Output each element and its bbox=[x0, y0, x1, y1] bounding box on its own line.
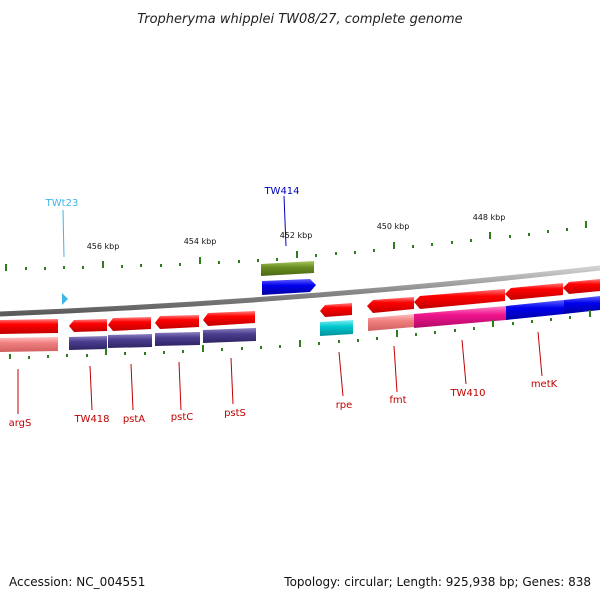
gene-tw410[interactable] bbox=[414, 289, 505, 309]
scale-label-456: 456 kbp bbox=[87, 242, 120, 251]
genome-title: Tropheryma whipplei TW08/27, complete ge… bbox=[137, 12, 462, 27]
gene-args[interactable] bbox=[0, 319, 58, 334]
gene-pstc[interactable] bbox=[155, 315, 199, 329]
label-tw410: TW410 bbox=[449, 388, 485, 399]
topology-text: Topology: circular; Length: 925,938 bp; … bbox=[283, 575, 591, 589]
gene-tw414-olive[interactable] bbox=[261, 261, 314, 276]
label-fmt: fmt bbox=[389, 395, 406, 406]
accession-text: Accession: NC_004551 bbox=[9, 575, 145, 589]
gene-tw418-purple[interactable] bbox=[69, 336, 107, 350]
lower-tick-row bbox=[9, 310, 591, 359]
scale-label-454: 454 kbp bbox=[184, 237, 217, 246]
leader-tw414 bbox=[283, 195, 287, 247]
label-psts: pstS bbox=[224, 408, 246, 419]
gene-fmt[interactable] bbox=[367, 297, 414, 313]
gene-fmt-pink[interactable] bbox=[368, 314, 414, 331]
twt23-marker[interactable] bbox=[62, 293, 68, 305]
label-twt23: TWt23 bbox=[45, 198, 79, 209]
label-tw418: TW418 bbox=[73, 414, 109, 425]
gene-psta-purple[interactable] bbox=[108, 334, 152, 348]
label-metk: metK bbox=[531, 379, 558, 390]
gene-tw414-blue[interactable] bbox=[262, 279, 316, 295]
gene-psts[interactable] bbox=[203, 311, 255, 326]
label-tw414: TW414 bbox=[263, 186, 299, 197]
gene-rpe[interactable] bbox=[320, 303, 352, 317]
scale-label-452: 452 kbp bbox=[280, 231, 313, 240]
gene-psta[interactable] bbox=[108, 317, 151, 331]
gene-metk-blue[interactable] bbox=[506, 300, 564, 320]
gene-right-blue[interactable] bbox=[564, 296, 600, 314]
scale-label-448: 448 kbp bbox=[473, 213, 506, 222]
gene-args-pink[interactable] bbox=[0, 337, 58, 352]
label-psta: pstA bbox=[123, 414, 145, 425]
scale-label-450: 450 kbp bbox=[377, 222, 410, 231]
label-rpe: rpe bbox=[336, 400, 353, 411]
genome-backbone bbox=[0, 265, 600, 317]
gene-pstc-purple[interactable] bbox=[155, 332, 200, 346]
lower-leaders bbox=[17, 331, 543, 414]
upper-tick-row bbox=[5, 221, 587, 271]
gene-tw418[interactable] bbox=[69, 319, 107, 332]
gene-rpe-cyan[interactable] bbox=[320, 320, 353, 336]
gene-metk[interactable] bbox=[505, 283, 563, 300]
label-pstc: pstC bbox=[171, 412, 193, 423]
gene-psts-purple[interactable] bbox=[203, 328, 256, 343]
gene-red-right[interactable] bbox=[563, 279, 600, 294]
gene-tw410-magenta[interactable] bbox=[414, 306, 506, 328]
leader-twt23 bbox=[62, 209, 65, 258]
label-args: argS bbox=[9, 418, 32, 429]
